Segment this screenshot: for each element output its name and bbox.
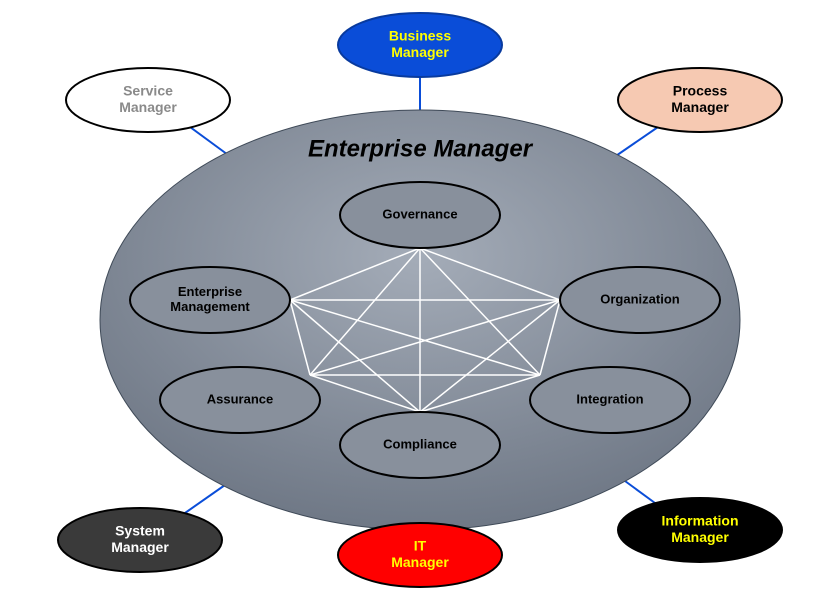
- outer-node-label: Service: [123, 83, 173, 99]
- outer-node-process: ProcessManager: [618, 68, 782, 132]
- outer-node-label: Manager: [671, 529, 729, 545]
- inner-node-organization: Organization: [560, 267, 720, 333]
- inner-node-label: Management: [170, 299, 250, 314]
- outer-node-label: System: [115, 523, 165, 539]
- inner-node-label: Assurance: [207, 391, 273, 406]
- inner-node-compliance: Compliance: [340, 412, 500, 478]
- outer-node-system: SystemManager: [58, 508, 222, 572]
- outer-node-label: Manager: [671, 99, 729, 115]
- outer-node-label: Manager: [391, 44, 449, 60]
- outer-node-label: Process: [673, 83, 728, 99]
- outer-node-label: Manager: [119, 99, 177, 115]
- inner-node-assurance: Assurance: [160, 367, 320, 433]
- outer-node-it: ITManager: [338, 523, 502, 587]
- diagram-canvas: Governance EnterpriseManagement Organizati…: [0, 0, 840, 593]
- inner-node-label: Integration: [576, 391, 643, 406]
- inner-node-label: Organization: [600, 291, 680, 306]
- outer-node-label: Information: [662, 513, 739, 529]
- inner-node-label: Enterprise: [178, 284, 242, 299]
- outer-node-label: IT: [414, 538, 427, 554]
- inner-node-governance: Governance: [340, 182, 500, 248]
- outer-node-information: InformationManager: [618, 498, 782, 562]
- outer-node-business: BusinessManager: [338, 13, 502, 77]
- outer-node-service: ServiceManager: [66, 68, 230, 132]
- outer-node-label: Manager: [111, 539, 169, 555]
- inner-node-integration: Integration: [530, 367, 690, 433]
- diagram-title: Enterprise Manager: [308, 135, 534, 162]
- outer-node-label: Manager: [391, 554, 449, 570]
- inner-node-label: Compliance: [383, 436, 457, 451]
- inner-node-label: Governance: [382, 206, 457, 221]
- outer-node-label: Business: [389, 28, 451, 44]
- inner-node-enterprise: EnterpriseManagement: [130, 267, 290, 333]
